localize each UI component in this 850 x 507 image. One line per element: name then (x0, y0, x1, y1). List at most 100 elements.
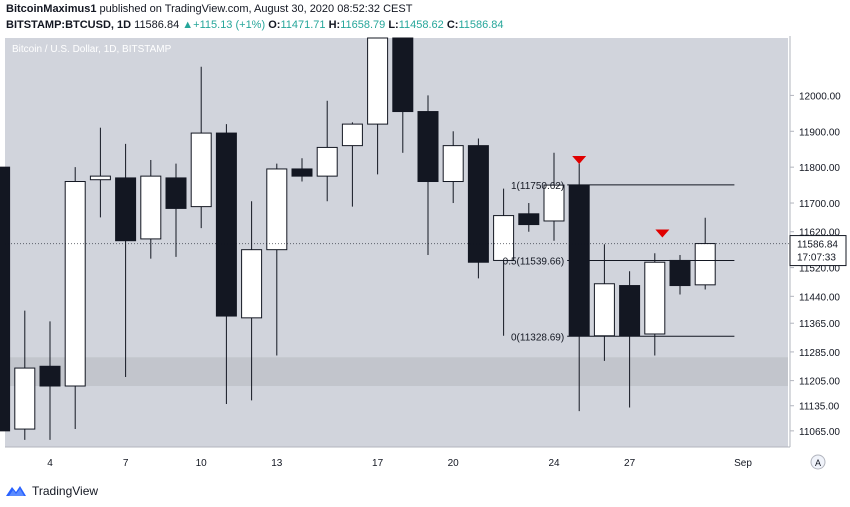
candle-body (241, 249, 263, 319)
candle-body (291, 168, 313, 177)
candle (165, 163, 187, 257)
support-zone (5, 357, 788, 387)
y-tick-label: 11285.00 (799, 348, 840, 359)
price-label-box (789, 235, 847, 267)
y-tick-label: 11205.00 (799, 377, 840, 388)
candle (115, 143, 137, 378)
author-name[interactable]: BitcoinMaximus1 (6, 3, 97, 15)
auto-scale-icon (810, 454, 826, 470)
candle (291, 158, 313, 182)
fib-label: 0.5(11539.66) (503, 257, 565, 268)
tradingview-logo-icon (6, 486, 26, 496)
fib-level: 1(11750.62) (511, 181, 735, 192)
low-label: L: (388, 19, 399, 31)
candle-body (140, 175, 162, 240)
candle (467, 138, 489, 279)
high-value: 11658.79 (340, 19, 386, 31)
candle (241, 201, 263, 401)
auto-scale-label: A (815, 458, 821, 468)
y-tick-label: 11800.00 (799, 163, 840, 174)
candle-body (694, 243, 716, 286)
y-tick-label: 12000.00 (799, 91, 841, 102)
candle-body (417, 111, 439, 183)
x-tick-label: 7 (123, 458, 129, 469)
candle (39, 321, 61, 440)
triangle-up-icon: ▲ (182, 19, 194, 31)
candle (619, 271, 641, 408)
candle (518, 203, 540, 232)
open-value: 11471.71 (280, 19, 326, 31)
candle-body (392, 37, 414, 113)
candle-body (669, 259, 691, 287)
candle-body (619, 285, 641, 337)
candle (593, 244, 615, 361)
candle (14, 310, 36, 440)
y-tick-label: 11135.00 (799, 402, 840, 413)
candle (89, 127, 111, 218)
candle (0, 166, 11, 432)
tradingview-brand[interactable]: TradingView (32, 484, 99, 498)
candle-body (644, 261, 666, 335)
candle-body (442, 145, 464, 183)
candle-body (215, 132, 237, 317)
candle-body (266, 168, 288, 251)
candle-body (367, 37, 389, 125)
x-tick-label: Sep (734, 458, 752, 469)
y-tick-label: 11440.00 (799, 292, 840, 303)
x-tick-label: 4 (47, 458, 53, 469)
candle-body (89, 175, 111, 181)
candle (140, 159, 162, 259)
tradingview-footer: TradingView (6, 484, 98, 498)
high-label: H: (328, 19, 341, 31)
fib-label: 0(11328.69) (511, 332, 564, 343)
candle (543, 152, 565, 241)
candle-body (64, 181, 86, 387)
down-arrow-icon (572, 155, 587, 164)
y-tick-label: 11620.00 (799, 228, 840, 239)
candle-body (39, 365, 61, 387)
countdown-label: 17:07:33 (797, 253, 836, 264)
y-tick-label: 11065.00 (799, 427, 840, 438)
candle-body (493, 215, 515, 261)
y-tick-label: 11900.00 (799, 127, 840, 138)
candle-body (467, 145, 489, 263)
candle-body (593, 283, 615, 337)
candlestick-chart[interactable]: Bitcoin / U.S. Dollar, 1D, BITSTAMP 1(117… (0, 36, 850, 476)
close-value: 11586.84 (458, 19, 504, 31)
x-tick-label: 24 (548, 458, 560, 469)
candle-body (190, 132, 212, 208)
fib-level: 0.5(11539.66) (503, 257, 735, 268)
symbol-label: BITSTAMP:BTCUSD, 1D (6, 19, 132, 31)
ohlc-legend: BITSTAMP:BTCUSD, 1D 11586.84 ▲+115.13 (+… (6, 19, 504, 31)
candle-body (0, 166, 11, 432)
candle-body (518, 213, 540, 226)
x-tick-label: 20 (448, 458, 460, 469)
last-price: 11586.84 (134, 19, 180, 31)
open-label: O: (268, 19, 281, 31)
change-value: +115.13 (+1%) (193, 19, 266, 31)
candle-body (165, 177, 187, 209)
close-label: C: (446, 19, 459, 31)
x-tick-label: 17 (372, 458, 384, 469)
y-tick-label: 11700.00 (799, 199, 840, 210)
published-text: published on TradingView.com, August 30,… (99, 3, 413, 15)
candle (417, 95, 439, 256)
candle-body (543, 184, 565, 222)
y-tick-label: 11365.00 (799, 319, 840, 330)
down-arrow-icon (655, 229, 670, 238)
candle (367, 37, 389, 175)
candle (64, 167, 86, 430)
candle-body (14, 367, 36, 430)
candle (493, 188, 515, 336)
candle-body (316, 146, 338, 177)
candle (694, 217, 716, 290)
y-tick-label: 11520.00 (799, 264, 840, 275)
low-value: 11458.62 (398, 19, 444, 31)
fib-label: 1(11750.62) (511, 181, 564, 192)
candle-body (115, 177, 137, 242)
candle (266, 163, 288, 356)
candle (190, 66, 212, 229)
candle-body (341, 123, 363, 147)
publish-info: BitcoinMaximus1 published on TradingView… (6, 3, 412, 15)
candle (392, 37, 414, 153)
